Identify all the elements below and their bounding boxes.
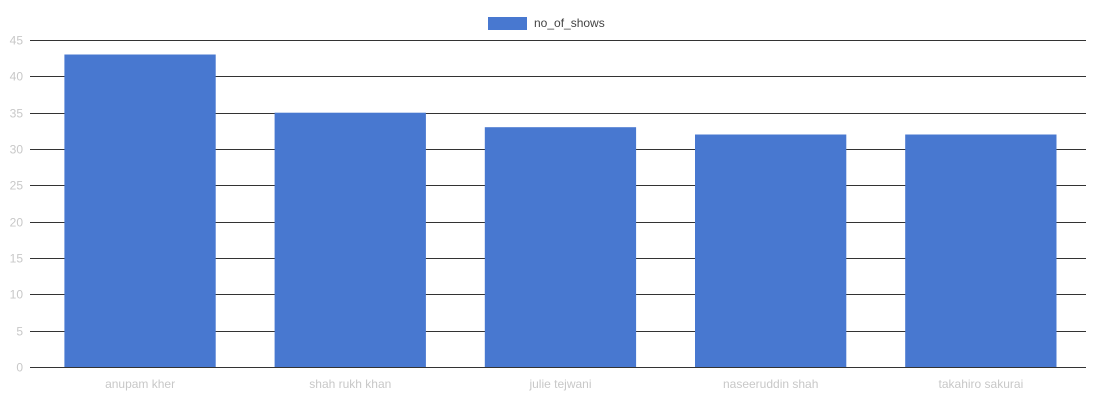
x-tick-label-takahiro-sakurai: takahiro sakurai	[939, 377, 1024, 391]
y-axis-ticks: 0 5 10 15 20 25 30 35 40 45	[10, 34, 24, 375]
y-tick-label-10: 10	[10, 288, 24, 302]
legend-label-no-of-shows: no_of_shows	[534, 16, 605, 30]
y-tick-label-20: 20	[10, 216, 24, 230]
x-tick-label-julie-tejwani: julie tejwani	[528, 377, 591, 391]
legend-swatch	[488, 17, 527, 30]
y-tick-label-25: 25	[10, 179, 24, 193]
bars	[30, 54, 1086, 368]
y-tick-label-30: 30	[10, 143, 24, 157]
legend: no_of_shows	[488, 16, 605, 30]
bar-julie-tejwani	[484, 127, 637, 367]
y-tick-label-5: 5	[16, 325, 23, 339]
bar-naseeruddin-shah	[695, 134, 847, 367]
y-tick-label-40: 40	[10, 70, 24, 84]
x-tick-label-naseeruddin-shah: naseeruddin shah	[723, 377, 818, 391]
y-tick-label-15: 15	[10, 252, 24, 266]
bar-takahiro-sakurai	[905, 134, 1057, 367]
y-tick-label-0: 0	[16, 361, 23, 375]
y-tick-label-35: 35	[10, 107, 24, 121]
x-tick-label-anupam-kher: anupam kher	[105, 377, 175, 391]
x-tick-label-shah-rukh-khan: shah rukh khan	[309, 377, 391, 391]
y-tick-label-45: 45	[10, 34, 24, 48]
bar-shah-rukh-khan	[274, 112, 426, 367]
x-axis-ticks: anupam kher shah rukh khan julie tejwani na…	[105, 377, 1023, 391]
bar-anupam-kher	[64, 54, 216, 367]
